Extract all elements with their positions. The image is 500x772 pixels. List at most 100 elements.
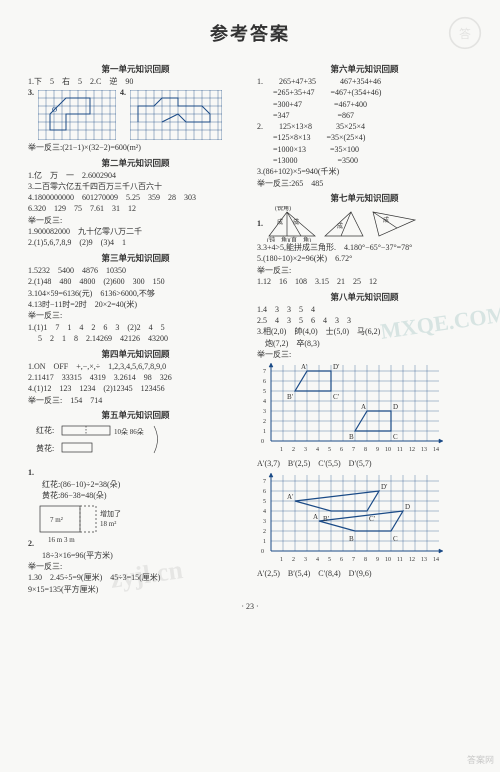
u8-l4: 炮(7,2) 卒(8,3) bbox=[257, 339, 472, 350]
svg-text:增加了: 增加了 bbox=[100, 509, 121, 518]
svg-text:C: C bbox=[393, 535, 398, 543]
unit3-header: 第三单元知识回顾 bbox=[28, 252, 243, 264]
u6-l4: =347 =867 bbox=[257, 111, 472, 122]
svg-text:10朵 86朵: 10朵 86朵 bbox=[114, 428, 144, 436]
svg-text:D: D bbox=[405, 503, 410, 511]
svg-text:1: 1 bbox=[280, 447, 283, 453]
u4-ex: 举一反三: 154 714 bbox=[28, 396, 243, 407]
svg-text:18 m²: 18 m² bbox=[100, 520, 116, 528]
svg-text:10: 10 bbox=[385, 557, 391, 563]
u5-l3: 黄花:86−38=48(朵) bbox=[28, 491, 243, 502]
u3-l4: 4.13时−11时=2时 20×2=40(米) bbox=[28, 300, 243, 311]
u6-l1: 1. 265+47+35 467+354+46 bbox=[257, 77, 472, 88]
u1-q4: 4. bbox=[120, 88, 126, 97]
svg-text:6: 6 bbox=[263, 379, 266, 385]
u7-triangles: 1. (锐角) 成成 (钝 角)(直 角) 成 成 bbox=[257, 206, 472, 242]
u4-l2: 2.11417 33315 4319 3.2614 98 326 bbox=[28, 373, 243, 384]
svg-text:14: 14 bbox=[433, 447, 439, 453]
grid-4 bbox=[130, 90, 222, 140]
u2-l4: 6.320 129 75 7.61 31 12 bbox=[28, 204, 243, 215]
svg-text:8: 8 bbox=[364, 447, 367, 453]
triangle-acute: (锐角) 成成 (钝 角)(直 角) bbox=[265, 206, 319, 242]
svg-text:7: 7 bbox=[263, 369, 266, 375]
svg-text:答: 答 bbox=[459, 27, 471, 41]
u6-l5: 2. 125×13×8 35×25×4 bbox=[257, 122, 472, 133]
svg-text:C′: C′ bbox=[333, 393, 340, 401]
u5-l5: 18÷3×16=96(平方米) bbox=[28, 551, 243, 562]
svg-text:4: 4 bbox=[263, 399, 266, 405]
svg-text:7: 7 bbox=[263, 479, 266, 485]
svg-text:0: 0 bbox=[261, 549, 264, 555]
u2-ex: 举一反三: bbox=[28, 216, 243, 227]
svg-text:12: 12 bbox=[409, 447, 415, 453]
unit2-header: 第二单元知识回顾 bbox=[28, 157, 243, 169]
svg-text:7: 7 bbox=[352, 557, 355, 563]
u4-l1: 1.ON OFF +,−,×,÷ 1,2,3,4,5,6,7,8,9,0 bbox=[28, 362, 243, 373]
svg-text:D′: D′ bbox=[333, 363, 340, 371]
u8-l1: 1.4 3 3 5 4 bbox=[257, 305, 472, 316]
svg-text:5: 5 bbox=[328, 447, 331, 453]
svg-text:2: 2 bbox=[263, 529, 266, 535]
svg-text:成: 成 bbox=[383, 216, 389, 224]
svg-text:4: 4 bbox=[316, 447, 319, 453]
u6-l3: =300+47 =467+400 bbox=[257, 100, 472, 111]
svg-text:B: B bbox=[349, 535, 354, 543]
svg-text:0: 0 bbox=[261, 439, 264, 445]
svg-text:11: 11 bbox=[397, 557, 403, 563]
svg-text:4: 4 bbox=[316, 557, 319, 563]
u3-ex: 举一反三: bbox=[28, 311, 243, 322]
svg-text:5: 5 bbox=[263, 389, 266, 395]
u2-l5: 1.900082000 九十亿零八万二千 bbox=[28, 227, 243, 238]
svg-text:8: 8 bbox=[364, 557, 367, 563]
bar-diagram: 红花: 10朵 86朵 黄花: bbox=[36, 423, 186, 475]
svg-text:1: 1 bbox=[263, 539, 266, 545]
u6-l2: =265+35+47 =467+(354+46) bbox=[257, 88, 472, 99]
svg-text:B: B bbox=[349, 433, 354, 441]
u4-l3: 4.(1)12 123 1234 (2)12345 123456 bbox=[28, 384, 243, 395]
u7-l4: 1.12 16 108 3.15 21 25 12 bbox=[257, 277, 472, 288]
svg-text:9: 9 bbox=[376, 557, 379, 563]
u5-l2: 红花:(86−10)÷2=38(朵) bbox=[28, 480, 243, 491]
page-title: 参考答案 bbox=[28, 20, 472, 46]
u8-ex: 举一反三: bbox=[257, 350, 472, 361]
u2-l2: 3.二百零六亿五千四百万三千八百六十 bbox=[28, 182, 243, 193]
page-number: · 23 · bbox=[28, 602, 472, 611]
unit4-header: 第四单元知识回顾 bbox=[28, 348, 243, 360]
columns: 第一单元知识回顾 1.下 5 右 5 2.C 逆 90 3. O bbox=[28, 60, 472, 596]
u2-l6: 2.(1)5,6,7,8,9 (2)9 (3)4 1 bbox=[28, 238, 243, 249]
svg-text:A′: A′ bbox=[287, 493, 294, 501]
svg-text:7: 7 bbox=[352, 447, 355, 453]
svg-text:D′: D′ bbox=[381, 483, 388, 491]
u3-l3: 3.104×59=6136(元) 6136>6000,不够 bbox=[28, 289, 243, 300]
grid-3: O bbox=[38, 90, 116, 140]
svg-text:13: 13 bbox=[421, 447, 427, 453]
svg-text:5: 5 bbox=[263, 499, 266, 505]
u5-diagram2: 2. 7 m² 增加了 18 m² 16 m 3 m bbox=[28, 502, 243, 550]
u2-l1: 1.亿 万 一 2.6002904 bbox=[28, 171, 243, 182]
svg-text:13: 13 bbox=[421, 557, 427, 563]
u8-l3: 3.相(2,0) 帥(4,0) 士(5,0) 马(6,2) bbox=[257, 327, 472, 338]
svg-text:成: 成 bbox=[293, 218, 299, 226]
triangle-2: 成 bbox=[321, 206, 367, 242]
u6-l9: 3.(86+102)×5=940(千米) bbox=[257, 167, 472, 178]
svg-text:7 m²: 7 m² bbox=[50, 516, 63, 524]
u6-ex: 举一反三:265 485 bbox=[257, 179, 472, 190]
u5-l7: 9×15=135(平方厘米) bbox=[28, 585, 243, 596]
u3-l2: 2.(1)48 480 4800 (2)600 300 150 bbox=[28, 277, 243, 288]
svg-text:成: 成 bbox=[277, 218, 283, 226]
coord-grid-2: ABCD A′B′C′D′ 0 1234567891011121314 1234… bbox=[257, 471, 472, 569]
u8-pts2: A′(2,5) B′(5,4) C′(8,4) D′(9,6) bbox=[257, 569, 472, 580]
u5-l6: 1.30 2.45÷5=9(厘米) 45÷3=15(厘米) bbox=[28, 573, 243, 584]
svg-text:红花:: 红花: bbox=[36, 425, 54, 435]
u5-q1: 1. bbox=[28, 468, 34, 477]
svg-text:2: 2 bbox=[292, 447, 295, 453]
corner-text: 答案网 bbox=[467, 753, 494, 766]
svg-text:2: 2 bbox=[263, 419, 266, 425]
svg-text:C: C bbox=[393, 433, 398, 441]
u2-l3: 4.1800000000 601270009 5.25 359 28 303 bbox=[28, 193, 243, 204]
svg-text:A: A bbox=[361, 403, 366, 411]
svg-text:3: 3 bbox=[263, 519, 266, 525]
svg-text:9: 9 bbox=[376, 447, 379, 453]
u6-l8: =13000 =3500 bbox=[257, 156, 472, 167]
u8-l2: 2.5 4 3 5 6 4 3 3 bbox=[257, 316, 472, 327]
